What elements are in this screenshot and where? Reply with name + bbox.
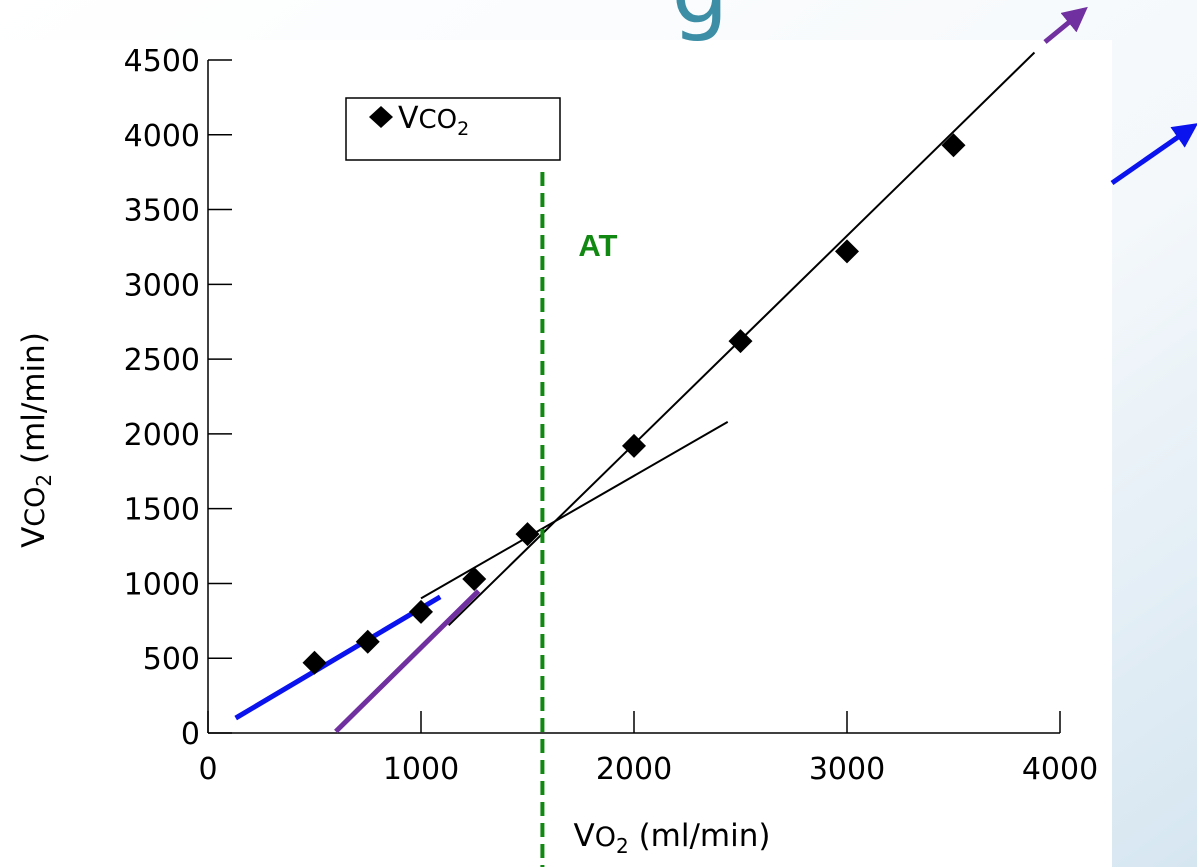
x-tick-label-3000: 3000 bbox=[809, 752, 885, 787]
y-tick-label-2500: 2500 bbox=[124, 343, 200, 378]
y-tick-label-1500: 1500 bbox=[124, 493, 200, 528]
x-tick-label-2000: 2000 bbox=[596, 752, 672, 787]
y-axis-title-sub: CO bbox=[20, 487, 51, 527]
purple-slope-line bbox=[334, 589, 481, 734]
x-tick-label-4000: 4000 bbox=[1022, 752, 1098, 787]
svg-text:VCO2: VCO2 bbox=[398, 101, 469, 140]
blue-arrow bbox=[1110, 123, 1197, 186]
vco2-point-3 bbox=[409, 599, 433, 624]
y-tick-label-500: 500 bbox=[143, 642, 200, 677]
lower-fit-line bbox=[420, 421, 729, 600]
y-tick-label-4500: 4500 bbox=[124, 44, 200, 79]
x-axis-title-subscript: 2 bbox=[616, 834, 629, 858]
vco2-point-1 bbox=[302, 650, 327, 675]
at-threshold: AT bbox=[540, 172, 617, 867]
vco2-point-4 bbox=[462, 566, 487, 591]
vco2-point-9 bbox=[941, 133, 966, 158]
legend-diamond-marker bbox=[369, 106, 393, 128]
vco2-point-2 bbox=[355, 629, 380, 654]
vco2-point-8 bbox=[835, 239, 859, 264]
x-tick-label-0: 0 bbox=[198, 752, 217, 787]
y-tick-label-2000: 2000 bbox=[124, 418, 200, 453]
y-tick-label-0: 0 bbox=[181, 717, 200, 752]
legend: VCO2 bbox=[345, 97, 561, 161]
legend-label-main: V bbox=[398, 101, 419, 136]
x-tick-label-1000: 1000 bbox=[383, 752, 459, 787]
x-axis-title-main: V bbox=[574, 818, 595, 854]
x-axis-title: VO2 (ml/min) bbox=[574, 818, 771, 858]
vco2-point-6 bbox=[622, 433, 646, 458]
y-axis-title-main: V bbox=[16, 527, 52, 548]
purple-arrow bbox=[1043, 6, 1088, 44]
axes bbox=[207, 59, 1061, 734]
y-tick-label-3000: 3000 bbox=[124, 268, 200, 303]
vco2-point-7 bbox=[728, 329, 753, 354]
y-tick-label-4000: 4000 bbox=[124, 119, 200, 154]
x-axis-title-units: (ml/min) bbox=[629, 818, 771, 854]
y-axis-title: VCO2 (ml/min) bbox=[16, 332, 56, 548]
y-tick-labels: 0 500 1000 1500 2000 2500 3000 3500 4000 4500 bbox=[124, 44, 200, 752]
legend-label-sub: CO bbox=[419, 105, 458, 135]
y-axis-title-units: (ml/min) bbox=[16, 332, 52, 474]
blue-slope-line bbox=[234, 594, 442, 721]
x-tick-labels: 0 1000 2000 3000 4000 bbox=[198, 752, 1098, 787]
vco2-point-5 bbox=[515, 522, 540, 547]
y-axis-title-subscript: 2 bbox=[32, 474, 56, 487]
title-fragment: g bbox=[671, 0, 728, 44]
vco2-points bbox=[302, 133, 966, 675]
at-label: AT bbox=[578, 228, 617, 263]
legend-label-subscript: 2 bbox=[457, 118, 469, 140]
y-tick-label-3500: 3500 bbox=[124, 194, 200, 229]
x-axis-title-sub: O bbox=[595, 822, 616, 853]
y-tick-label-1000: 1000 bbox=[124, 567, 200, 602]
